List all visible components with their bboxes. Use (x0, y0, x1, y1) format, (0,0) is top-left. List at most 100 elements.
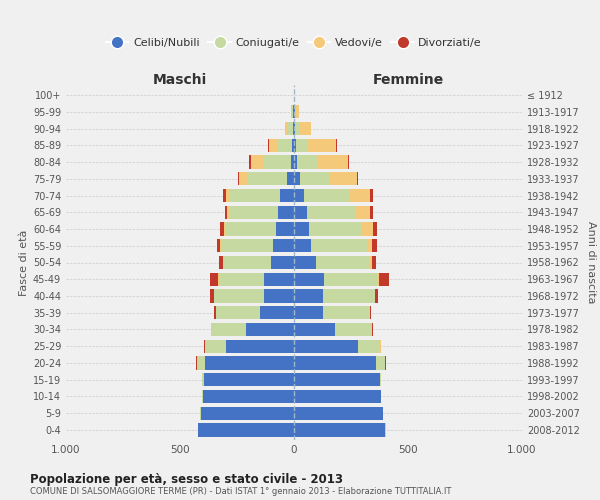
Bar (323, 272, 379, 286)
Bar (219, 272, 265, 286)
Bar (294, 222, 309, 235)
Bar (197, 356, 205, 370)
Bar (198, 424, 294, 436)
Bar (280, 189, 294, 202)
Bar (323, 306, 369, 320)
Bar (221, 239, 274, 252)
Bar (276, 222, 294, 235)
Bar (294, 172, 300, 186)
Bar (299, 122, 311, 135)
Bar (274, 239, 294, 252)
Bar (223, 256, 271, 269)
Bar (362, 222, 373, 235)
Bar (290, 156, 294, 168)
Bar (219, 256, 223, 269)
Bar (293, 122, 294, 135)
Bar (358, 340, 380, 353)
Bar (278, 138, 292, 152)
Bar (318, 156, 347, 168)
Bar (347, 156, 349, 168)
Bar (380, 373, 382, 386)
Text: COMUNE DI SALSOMAGGIORE TERME (PR) - Dati ISTAT 1° gennaio 2013 - Elaborazione T: COMUNE DI SALSOMAGGIORE TERME (PR) - Dat… (30, 488, 451, 496)
Bar (370, 306, 371, 320)
Bar (211, 272, 218, 286)
Bar (370, 189, 373, 202)
Bar (205, 340, 226, 353)
Bar (294, 156, 298, 168)
Bar (379, 272, 389, 286)
Bar (200, 406, 294, 420)
Bar (311, 239, 367, 252)
Bar (251, 156, 263, 168)
Bar (294, 306, 323, 320)
Bar (202, 373, 204, 386)
Bar (307, 206, 356, 219)
Bar (296, 138, 307, 152)
Bar (214, 290, 265, 302)
Bar (263, 156, 290, 168)
Bar (294, 290, 323, 302)
Bar (230, 189, 280, 202)
Bar (287, 172, 294, 186)
Bar (309, 222, 362, 235)
Bar (203, 390, 294, 403)
Legend: Celibi/Nubili, Coniugati/e, Vedovi/e, Divorziati/e: Celibi/Nubili, Coniugati/e, Vedovi/e, Di… (102, 34, 486, 52)
Bar (220, 239, 221, 252)
Bar (285, 122, 289, 135)
Bar (289, 122, 293, 135)
Bar (373, 222, 377, 235)
Bar (372, 323, 373, 336)
Bar (293, 105, 294, 118)
Bar (367, 239, 372, 252)
Bar (278, 206, 294, 219)
Bar (247, 172, 287, 186)
Bar (226, 222, 276, 235)
Text: Popolazione per età, sesso e stato civile - 2013: Popolazione per età, sesso e stato civil… (30, 472, 343, 486)
Bar (292, 105, 293, 118)
Y-axis label: Fasce di età: Fasce di età (19, 230, 29, 296)
Bar (269, 138, 278, 152)
Bar (268, 138, 269, 152)
Bar (371, 256, 376, 269)
Bar (260, 306, 294, 320)
Bar (217, 306, 260, 320)
Bar (294, 122, 295, 135)
Bar (369, 256, 371, 269)
Bar (294, 105, 295, 118)
Text: Maschi: Maschi (153, 72, 207, 86)
Bar (292, 138, 294, 152)
Bar (294, 356, 376, 370)
Bar (202, 390, 203, 403)
Bar (376, 356, 385, 370)
Bar (296, 105, 299, 118)
Bar (226, 340, 294, 353)
Bar (209, 290, 214, 302)
Bar (370, 206, 373, 219)
Bar (356, 206, 370, 219)
Bar (304, 189, 349, 202)
Bar (372, 239, 377, 252)
Bar (294, 239, 311, 252)
Bar (291, 105, 292, 118)
Bar (316, 256, 369, 269)
Bar (223, 189, 226, 202)
Bar (335, 323, 371, 336)
Bar (227, 206, 230, 219)
Bar (212, 323, 246, 336)
Bar (336, 138, 337, 152)
Bar (294, 138, 296, 152)
Bar (238, 172, 239, 186)
Bar (205, 356, 294, 370)
Bar (271, 256, 294, 269)
Bar (230, 206, 278, 219)
Bar (226, 189, 230, 202)
Bar (204, 373, 294, 386)
Bar (323, 290, 375, 302)
Bar (376, 290, 378, 302)
Bar (217, 239, 220, 252)
Bar (349, 189, 370, 202)
Bar (246, 323, 294, 336)
Bar (329, 172, 357, 186)
Bar (239, 172, 247, 186)
Bar (294, 424, 385, 436)
